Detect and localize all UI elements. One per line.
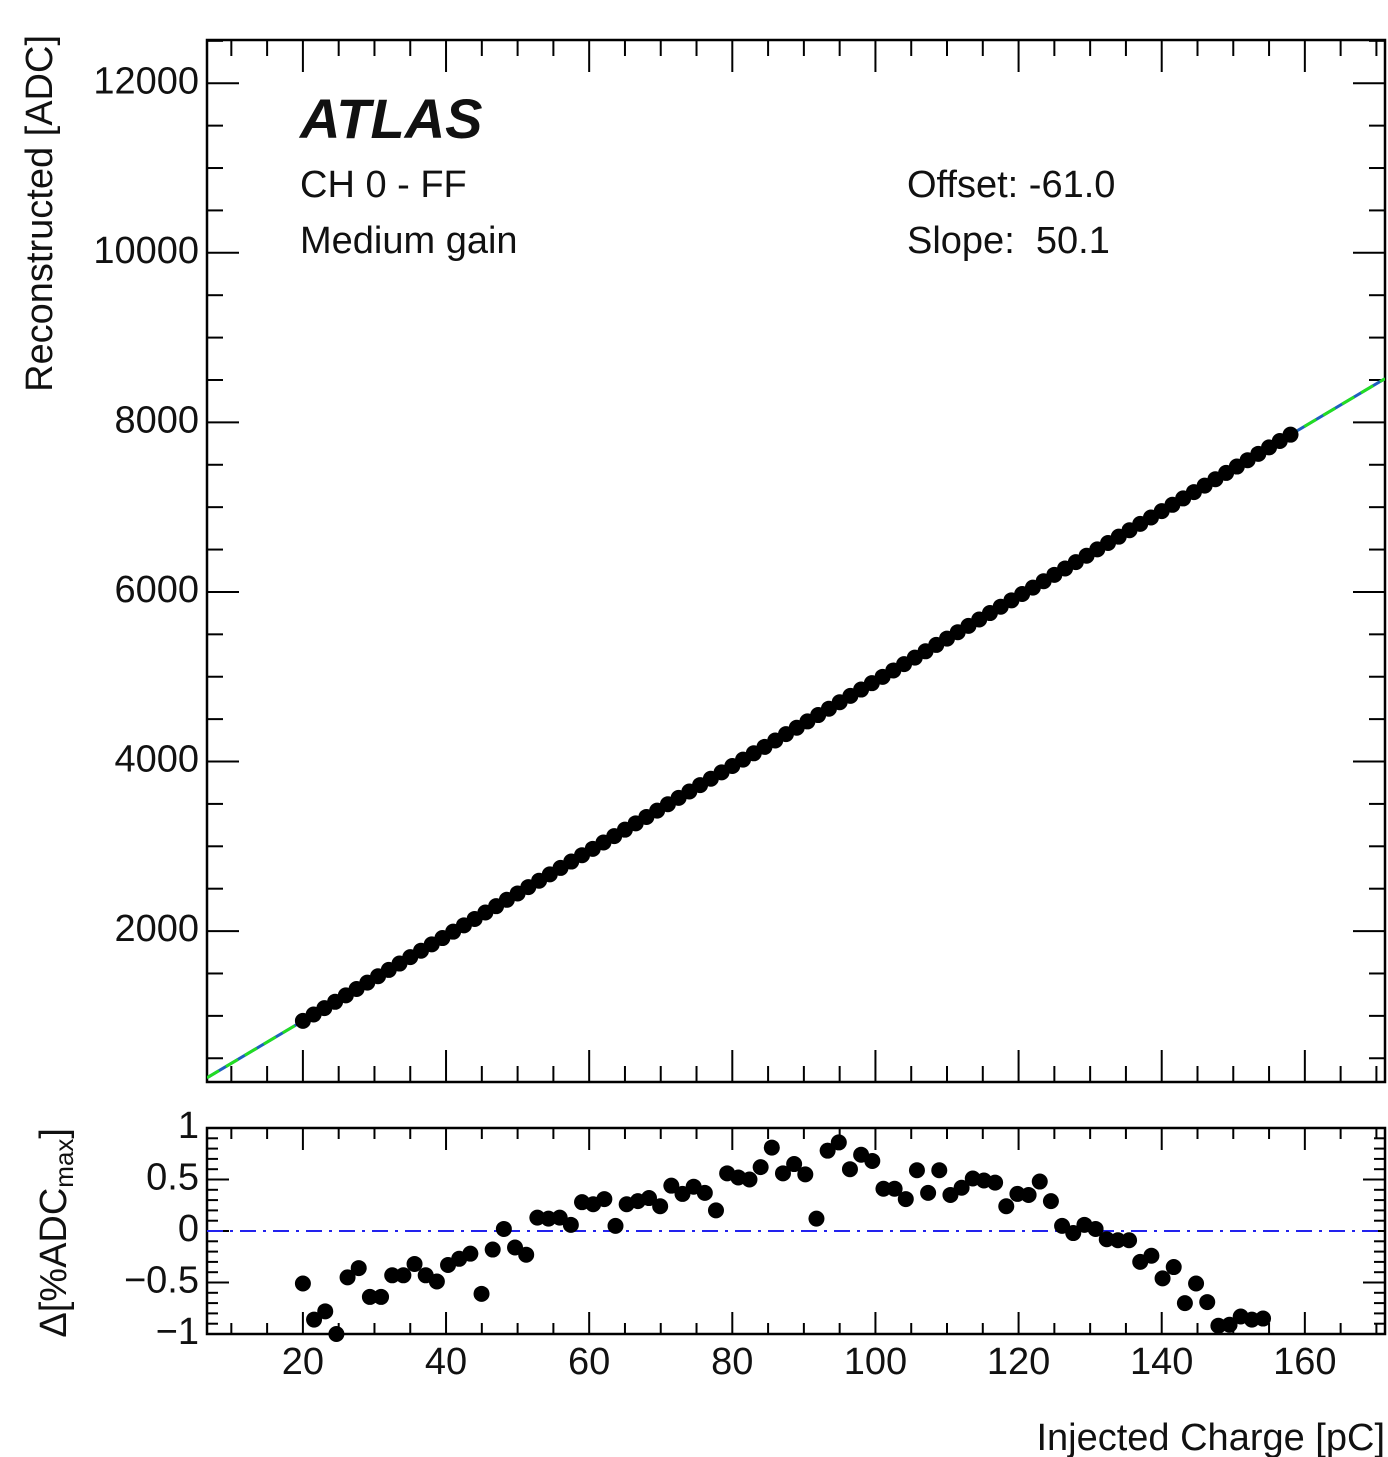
data-point [797,1166,814,1183]
y-tick-label: −1 [156,1311,199,1353]
x-tick-label: 60 [568,1341,610,1383]
data-point [428,1273,445,1290]
x-tick-label: 100 [844,1341,907,1383]
data-point [908,1162,925,1179]
data-point [395,1267,412,1284]
annotation: Offset: -61.0 [907,164,1115,206]
data-point [484,1241,501,1258]
data-point [1065,1225,1082,1242]
data-point [819,1142,836,1159]
data-point [1121,1232,1138,1249]
data-point [864,1152,881,1169]
data-point [663,1177,680,1194]
y-tick-label: 1 [178,1105,199,1147]
data-point [350,1260,367,1277]
y-tick-label: −0.5 [124,1260,199,1302]
data-point [920,1184,937,1201]
data-point [339,1269,356,1286]
data-point [1154,1270,1171,1287]
chart-title: ATLAS [298,87,483,150]
annotation: CH 0 - FF [300,164,467,206]
y-tick-label: 6000 [114,569,199,611]
data-point [953,1179,970,1196]
data-point [696,1184,713,1201]
data-point [752,1159,769,1176]
data-point [875,1180,892,1197]
y-axis-label: Reconstructed [ADC] [19,35,61,392]
data-point [1176,1295,1193,1312]
data-point [641,1190,658,1207]
x-tick-label: 80 [711,1341,753,1383]
data-point [294,1275,311,1292]
data-point [462,1245,479,1262]
data-point [562,1216,579,1233]
data-point [607,1217,624,1234]
y-tick-label: 0 [178,1208,199,1250]
y-axis-label-sub: max [49,1139,79,1188]
data-point [1255,1310,1272,1327]
data-point [317,1303,334,1320]
data-point [384,1267,401,1284]
data-point [998,1198,1015,1215]
data-point [741,1171,758,1188]
data-point [406,1255,423,1272]
data-point [328,1326,345,1342]
data-point [518,1246,535,1263]
data-point [361,1288,378,1305]
x-tick-label: 40 [425,1341,467,1383]
data-point [473,1285,490,1302]
y-tick-label: 10000 [93,230,199,272]
y-axis-label-end: ] [33,1128,75,1139]
data-point [1020,1186,1037,1203]
data-point [763,1139,780,1156]
x-tick-label: 120 [987,1341,1050,1383]
x-axis-label: Injected Charge [pC] [1036,1417,1385,1457]
data-point [1282,426,1299,443]
data-point [1188,1275,1205,1292]
data-point [841,1161,858,1178]
x-tick-label: 140 [1130,1341,1193,1383]
data-point [495,1220,512,1237]
y-tick-label: 12000 [93,60,199,102]
y-axis-label: Δ[%ADCmax] [33,1128,79,1338]
data-point [373,1288,390,1305]
data-point [830,1134,847,1151]
y-tick-label: 2000 [114,908,199,950]
data-point [1109,1232,1126,1249]
plot-frame [205,38,1387,1084]
data-point [1031,1173,1048,1190]
data-point [897,1191,914,1208]
data-point [886,1180,903,1197]
data-point [808,1210,825,1227]
data-point [774,1165,791,1182]
data-point [931,1162,948,1179]
data-point [596,1191,613,1208]
x-tick-label: 20 [282,1341,324,1383]
data-point [1042,1193,1059,1210]
data-point [652,1198,669,1215]
data-point [707,1202,724,1219]
data-point [1143,1247,1160,1264]
y-tick-label: 8000 [114,399,199,441]
x-tick-label: 160 [1273,1341,1336,1383]
data-point [786,1156,803,1173]
annotation: Medium gain [300,220,518,262]
data-point [1199,1294,1216,1311]
data-point [306,1311,323,1328]
data-point [1087,1220,1104,1237]
data-point [1221,1316,1238,1333]
annotation: Slope: 50.1 [907,220,1110,262]
y-tick-label: 4000 [114,739,199,781]
y-tick-label: 0.5 [146,1157,199,1199]
data-point [987,1174,1004,1191]
data-point [1165,1259,1182,1276]
y-axis-label-main: Δ[%ADC [33,1188,75,1338]
